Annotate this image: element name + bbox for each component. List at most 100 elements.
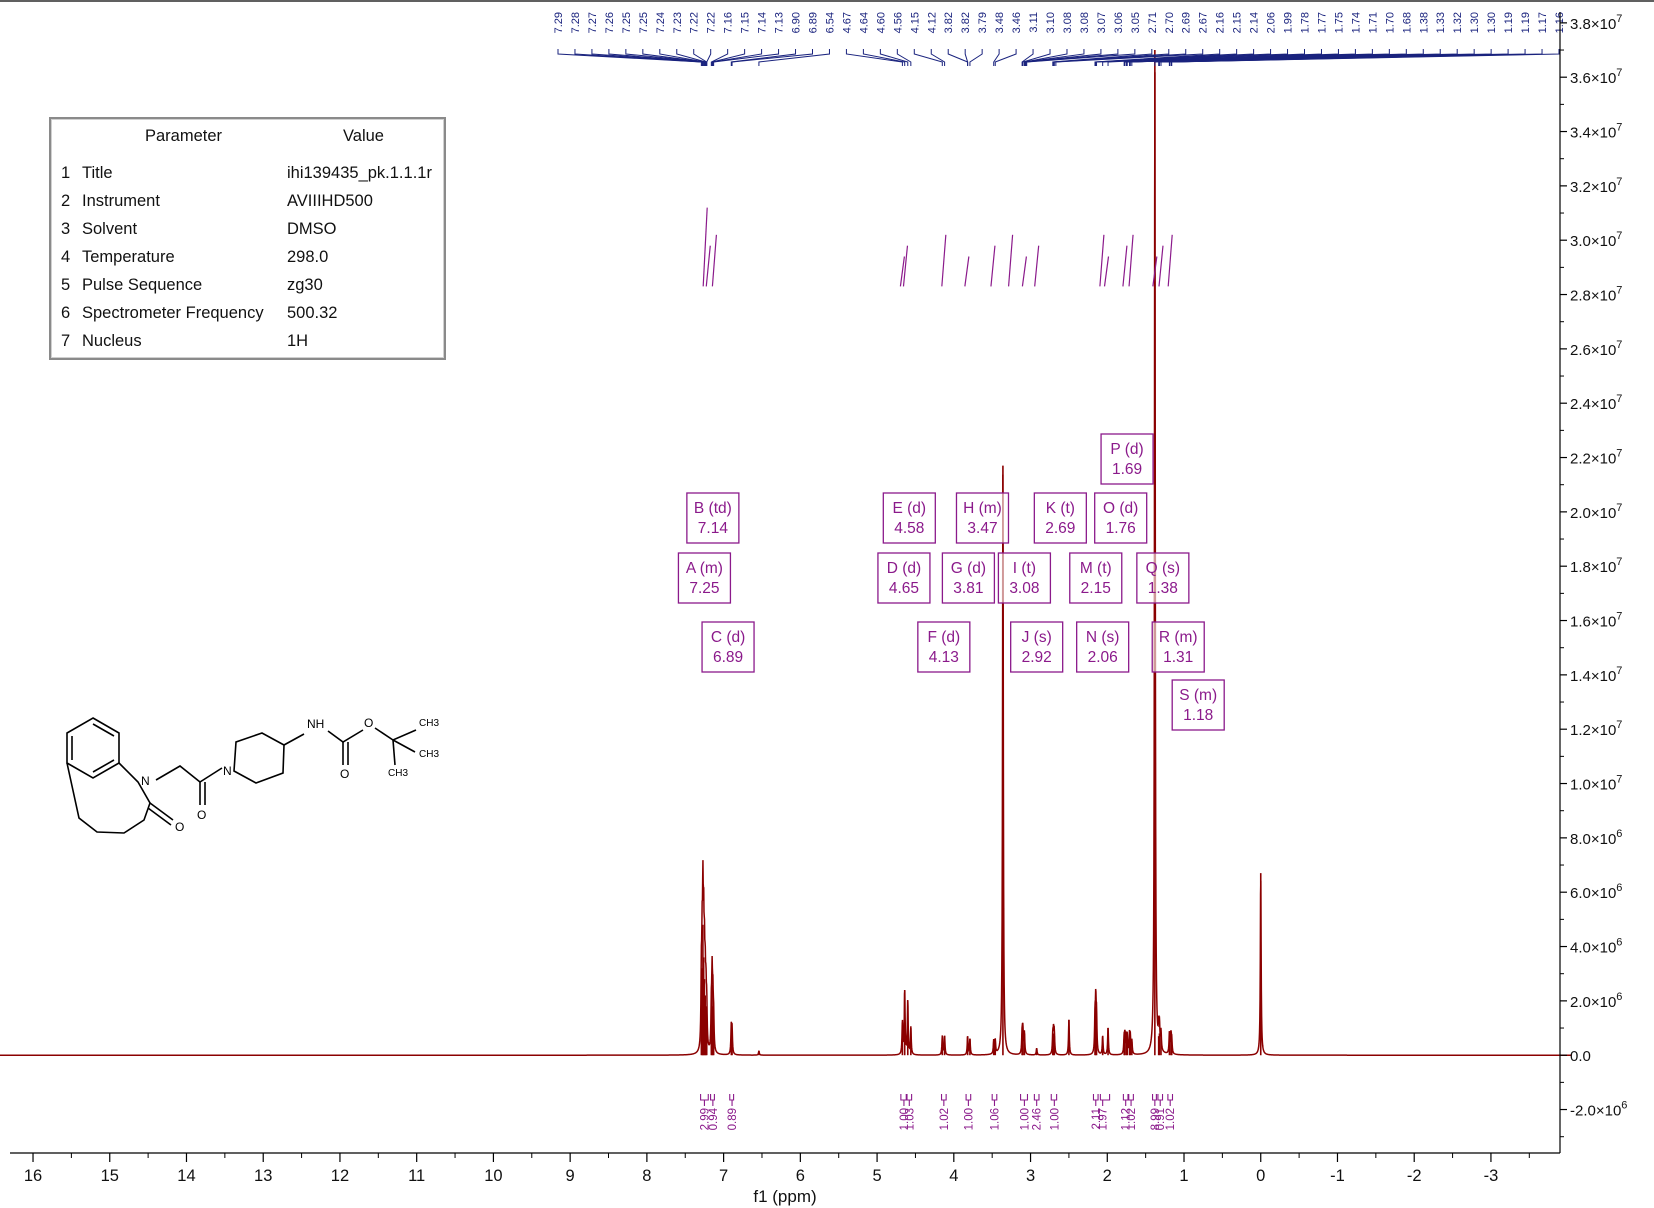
peak-label-leader	[731, 49, 813, 66]
integral-label: 2.11	[1091, 1108, 1103, 1130]
peak-label-leader	[1024, 49, 1102, 66]
peak-label: 7.28	[570, 12, 582, 33]
y-tick-label: 3.8×107	[1570, 13, 1622, 33]
peak-label-leader	[1094, 49, 1221, 66]
peak-label: 2.71	[1147, 12, 1159, 33]
multiplet-tick	[702, 207, 708, 287]
x-tick-label: 4	[949, 1167, 958, 1185]
multiplet-shift: 2.69	[1045, 520, 1075, 537]
integral-label: 1.97	[1098, 1108, 1110, 1130]
param-row: 2 Instrument AVIIIHD500	[51, 192, 444, 220]
peak-label-leader	[710, 49, 729, 66]
peak-label-leader	[557, 49, 702, 66]
atom-n-azepine: N	[141, 774, 150, 788]
param-name: Temperature	[82, 248, 175, 266]
peak-label-leader	[713, 49, 780, 66]
multiplet-tick	[1167, 234, 1173, 287]
peak-label: 1.32	[1452, 12, 1464, 33]
peak-label: 4.67	[841, 12, 853, 33]
multiplet-shift: 6.89	[713, 649, 743, 666]
peak-label: 2.15	[1232, 12, 1244, 33]
peak-label-leader	[642, 49, 705, 66]
multiplet-shift: 1.18	[1183, 707, 1213, 724]
y-tick-label: 2.2×107	[1570, 448, 1622, 468]
multiplet-tick	[1122, 245, 1128, 287]
multiplet-tick	[902, 245, 909, 287]
benzene-ring	[66, 717, 120, 779]
multiplet-box	[1151, 621, 1205, 673]
x-tick-label: 16	[24, 1167, 42, 1185]
multiplet-label: I (t)	[1013, 560, 1036, 577]
multiplet-shift: 3.81	[953, 580, 983, 597]
multiplet-tick	[705, 245, 711, 287]
peak-label-leader	[1023, 49, 1085, 66]
integral-label: 1.06	[989, 1108, 1001, 1130]
multiplet-box	[997, 552, 1052, 604]
y-tick-label: 2.0×107	[1570, 502, 1622, 522]
multiplet-label: O (d)	[1103, 500, 1138, 517]
multiplet-label: J (s)	[1022, 629, 1052, 646]
param-row: 7 Nucleus 1H	[51, 332, 444, 360]
x-tick-label: -1	[1330, 1167, 1345, 1185]
integral-bracket	[1152, 1094, 1157, 1106]
atom-nh: NH	[307, 717, 324, 731]
atom-o-amide: O	[197, 808, 206, 822]
integral-bracket	[1157, 1094, 1164, 1106]
multiplet-box	[1076, 621, 1130, 673]
integral-label: 1.00	[1049, 1108, 1061, 1130]
multiplet-label: C (d)	[711, 629, 745, 646]
peak-label: 6.54	[824, 12, 836, 33]
multiplet-tick	[1152, 256, 1158, 287]
param-value: 1H	[287, 332, 309, 350]
peak-label: 7.14	[757, 12, 769, 33]
multiplet-label: D (d)	[887, 560, 921, 577]
param-name: Title	[82, 164, 113, 182]
multiplet-j: J (s) 2.92	[1010, 621, 1064, 673]
multiplet-shift: 1.76	[1106, 520, 1136, 537]
peak-label-leader	[845, 49, 903, 66]
x-tick-label: 13	[254, 1167, 272, 1185]
atom-n-piperidine: N	[223, 764, 232, 778]
integral-bracket	[729, 1094, 735, 1106]
multiplet-shift: 1.69	[1112, 461, 1142, 478]
peak-label-leader	[711, 49, 746, 66]
y-tick-label: 1.2×107	[1570, 719, 1622, 739]
x-axis-label: f1 (ppm)	[753, 1187, 816, 1206]
axes: 16 15 14 13 12 11 10 9 8 7 6 5 4 3 2 1 0 -1 -2 -33.8×1073.6…	[10, 12, 1627, 1185]
y-tick-label: -2.0×106	[1570, 1100, 1627, 1120]
multiplet-box	[877, 552, 931, 604]
multiplet-h: H (m) 3.47	[955, 492, 1010, 544]
benzene-inner-bonds	[71, 723, 115, 773]
multiplet-p: P (d) 1.69	[1100, 433, 1154, 485]
multiplet-shift: 7.25	[689, 580, 719, 597]
peak-label: 2.67	[1198, 12, 1210, 33]
param-name: Solvent	[82, 220, 138, 238]
integral-bracket	[710, 1094, 715, 1106]
peak-label: 7.25	[638, 12, 650, 33]
peak-label: 1.78	[1300, 12, 1312, 33]
param-row: 4 Temperature 298.0	[51, 248, 444, 276]
y-tick-label: 3.2×107	[1570, 176, 1622, 196]
multiplet-label: G (d)	[951, 560, 986, 577]
y-tick-label: 1.8×107	[1570, 556, 1622, 576]
peak-label-leader	[1053, 49, 1170, 66]
multiplet-box	[1010, 621, 1064, 673]
multiplet-tick	[941, 234, 947, 287]
integral-bracket	[1033, 1094, 1040, 1106]
integral-bracket	[991, 1094, 998, 1106]
peak-label: 1.33	[1435, 12, 1447, 33]
x-tick-label: -2	[1407, 1167, 1422, 1185]
peak-label: 4.56	[892, 12, 904, 33]
peak-label: 7.29	[553, 12, 565, 33]
integral-bracket	[1167, 1094, 1174, 1106]
peak-label-leader	[964, 49, 969, 66]
multiplet-label: F (d)	[927, 629, 960, 646]
y-tick-label: 3.4×107	[1570, 122, 1622, 142]
peak-label: 7.15	[740, 12, 752, 33]
peak-label: 4.15	[909, 12, 921, 33]
multiplet-shift: 4.65	[889, 580, 919, 597]
multiplet-shift: 1.31	[1163, 649, 1193, 666]
multiplet-label: Q (s)	[1146, 560, 1180, 577]
peak-label: 4.60	[875, 12, 887, 33]
integral-label: 1.12	[1121, 1108, 1133, 1130]
